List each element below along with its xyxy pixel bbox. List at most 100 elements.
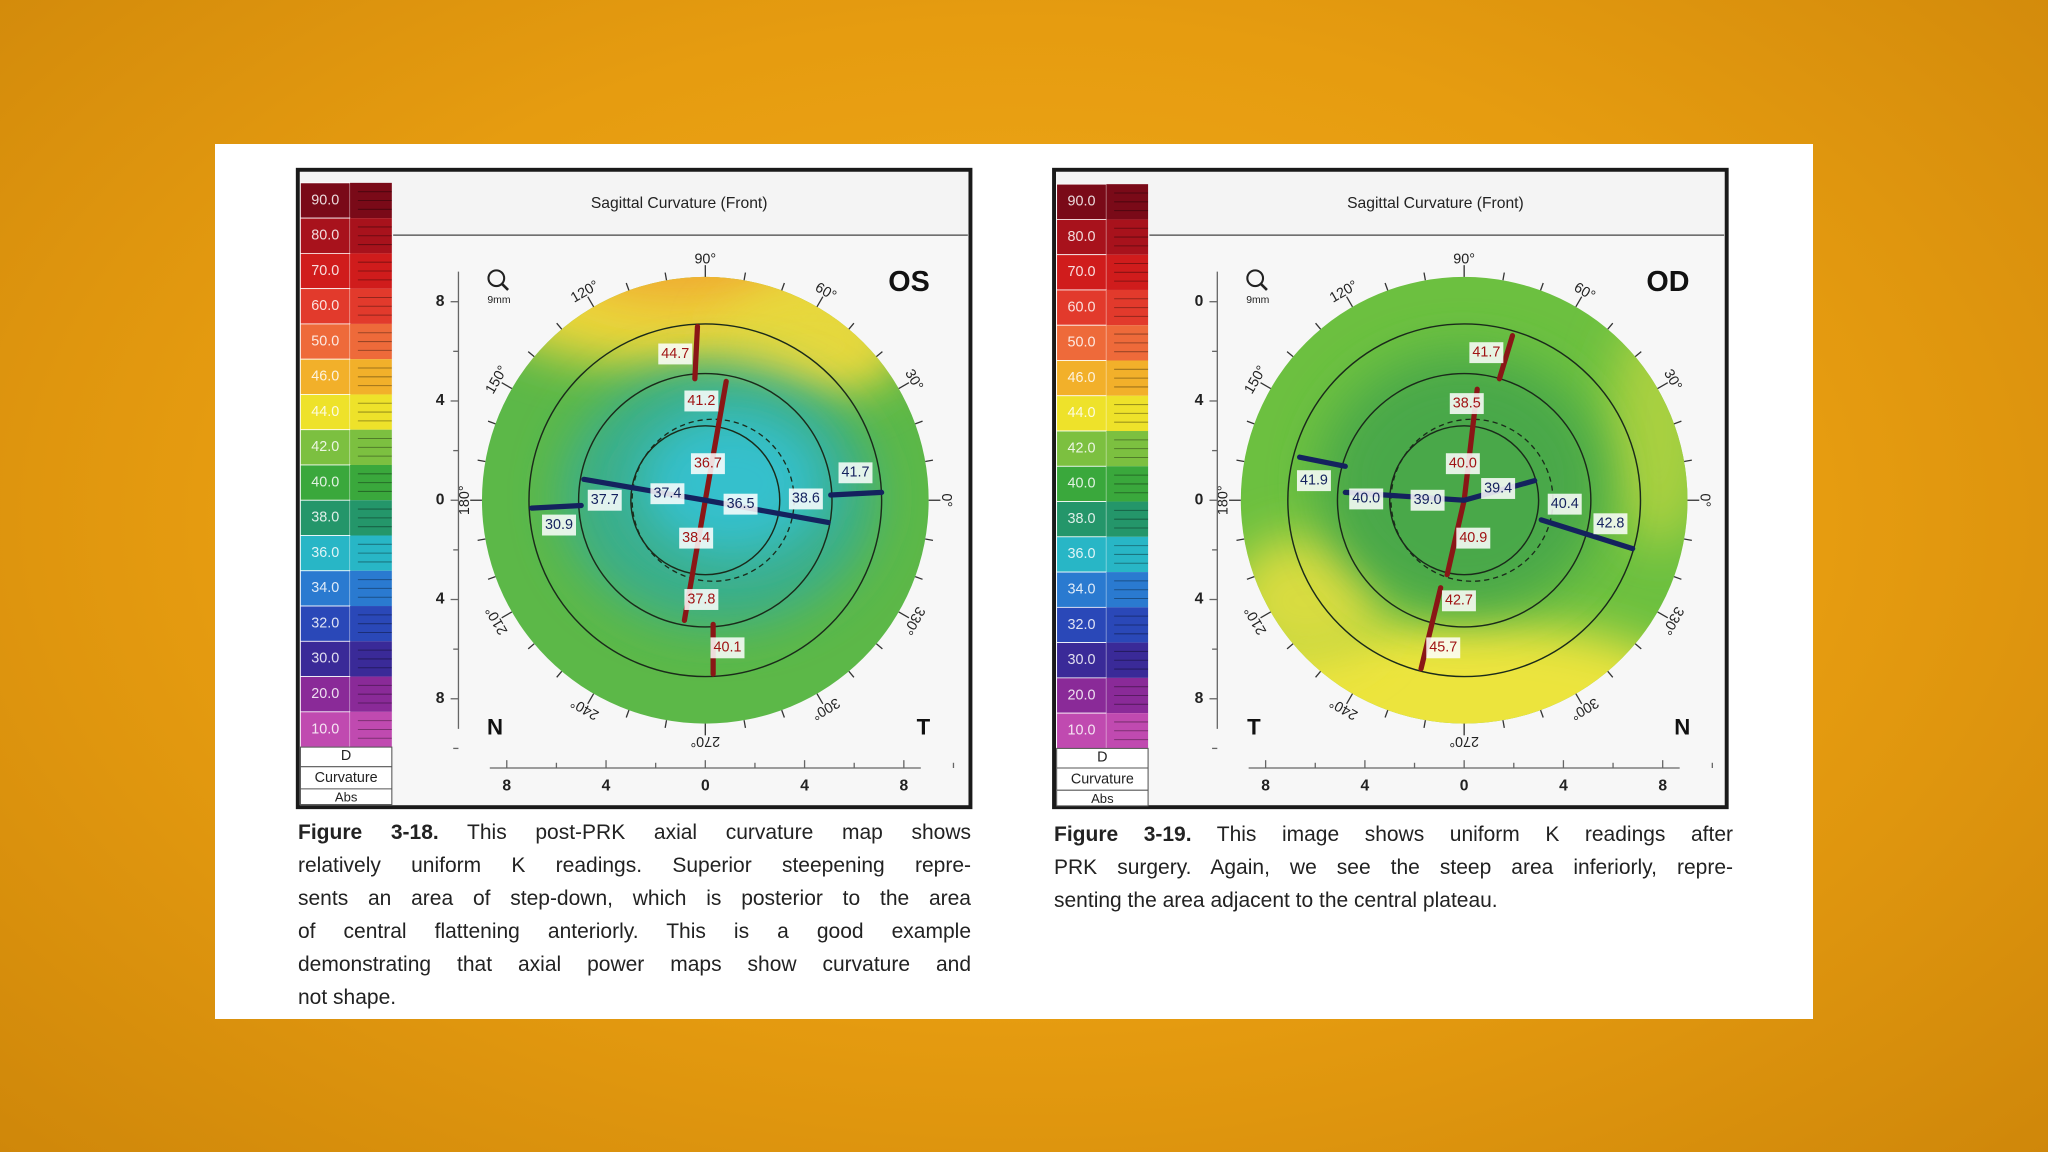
magnifier-label: 9mm: [487, 295, 510, 306]
angle-tick: [925, 459, 934, 463]
y-axis-label: 8: [436, 293, 445, 310]
angle-tick: [875, 351, 883, 358]
scale-footer: [1056, 747, 1149, 807]
scale-strip: [1106, 184, 1149, 220]
angle-tick: [914, 576, 923, 580]
angle-tick: [1634, 643, 1642, 650]
angle-label: 90°: [1453, 252, 1475, 268]
reading: 37.8: [687, 591, 715, 607]
reading: 40.0: [1352, 491, 1380, 507]
reading-box: [684, 390, 719, 412]
scale-strip: [350, 606, 392, 642]
magnifier-label: 9mm: [1246, 295, 1269, 306]
reading-box: [1456, 527, 1491, 549]
magnifier-icon: [1246, 269, 1265, 288]
scale-unit: D: [1097, 749, 1107, 765]
scale-strip: [350, 394, 392, 430]
x-axis-label: 4: [800, 777, 809, 794]
y-axis-label: 4: [436, 392, 445, 409]
scale-cell: [1056, 536, 1107, 573]
scale-cell: [1056, 606, 1107, 644]
flat-meridian: [1296, 454, 1348, 469]
angle-tick: [1384, 709, 1389, 718]
reading: 36.7: [694, 455, 722, 471]
y-axis-label: 4: [1195, 591, 1204, 608]
scale-strip: [1106, 466, 1149, 502]
scale-label: 36.0: [311, 545, 339, 561]
angle-label: 180°: [1216, 485, 1232, 515]
scale-label: 10.0: [1067, 723, 1095, 739]
angle-tick: [1384, 282, 1389, 291]
angle-tick: [664, 720, 668, 729]
scale-strip: [350, 182, 392, 219]
reading-box: [542, 514, 576, 536]
angle-tick: [816, 693, 824, 705]
angle-tick: [587, 296, 595, 308]
scale-strip: [1106, 254, 1149, 290]
map-ring: [1388, 425, 1540, 576]
angle-tick: [625, 282, 630, 291]
caption: Figure 3-18. This post-PRK axial curvatu…: [298, 816, 971, 1014]
scale-unit: D: [341, 748, 351, 764]
scale-label: 50.0: [311, 333, 339, 349]
scale-cell: [300, 358, 351, 395]
scale-label: 42.0: [311, 439, 339, 455]
reading-box: [1410, 489, 1445, 511]
scale-strip: [350, 323, 392, 360]
scale-strip: [1106, 325, 1149, 361]
reading-box: [650, 483, 685, 505]
scale-footer: [299, 746, 393, 806]
corner-right: T: [917, 715, 931, 740]
scale-label: 46.0: [311, 369, 339, 385]
angle-tick: [743, 720, 747, 729]
angle-tick: [1575, 296, 1583, 308]
angle-tick: [1346, 693, 1354, 705]
x-axis-label: 8: [1658, 777, 1667, 794]
flat-meridian: [528, 502, 584, 511]
scale-cell: [1056, 501, 1107, 538]
angle-tick: [848, 322, 855, 330]
caption-line: Figure 3-18. This post-PRK axial curvatu…: [298, 816, 971, 849]
scale-label: 38.0: [311, 510, 339, 526]
angle-tick: [664, 272, 668, 281]
angle-tick: [501, 382, 513, 390]
angle-tick: [781, 709, 785, 718]
scale-strip: [350, 288, 392, 324]
scale-cell: [1056, 183, 1107, 220]
flat-meridian: [828, 489, 885, 498]
reading: 41.7: [842, 465, 870, 481]
angle-label: 90°: [694, 252, 716, 268]
reading: 37.4: [653, 486, 681, 502]
reading: 39.4: [1484, 480, 1512, 496]
reading-box: [1547, 493, 1582, 515]
angle-tick: [1657, 611, 1669, 619]
caption-text: not shape.: [298, 986, 397, 1009]
scale-cell: [300, 394, 351, 431]
reading: 44.7: [661, 346, 689, 362]
reading: 41.9: [1300, 472, 1328, 488]
y-axis-label: 0: [1195, 293, 1204, 310]
scale-label: 80.0: [1067, 229, 1095, 245]
scale-strip: [350, 570, 392, 607]
panel-title: Sagittal Curvature (Front): [591, 195, 768, 212]
scale-cell: [300, 640, 351, 677]
x-axis-label: 4: [1559, 777, 1568, 794]
scale-label: 32.0: [311, 615, 339, 631]
reading-box: [679, 527, 714, 549]
x-axis-label: 0: [701, 777, 710, 794]
reading: 37.7: [591, 492, 619, 508]
scale-label: 46.0: [1067, 370, 1095, 386]
scale-strip: [1106, 289, 1149, 326]
angle-tick: [1346, 296, 1354, 308]
angle-tick: [1673, 420, 1682, 425]
corner-left: T: [1247, 715, 1261, 740]
angle-tick: [487, 576, 496, 580]
caption-line: senting the area adjacent to the central…: [1054, 884, 1733, 917]
scale-label: 36.0: [1067, 546, 1095, 562]
reading-box: [838, 462, 873, 484]
caption-text: demonstrating that axial power maps show…: [298, 953, 971, 976]
reading: 40.4: [1551, 496, 1579, 512]
scale-label: 44.0: [311, 404, 339, 420]
x-axis-label: 4: [602, 777, 611, 794]
eye-label: OS: [888, 266, 930, 298]
